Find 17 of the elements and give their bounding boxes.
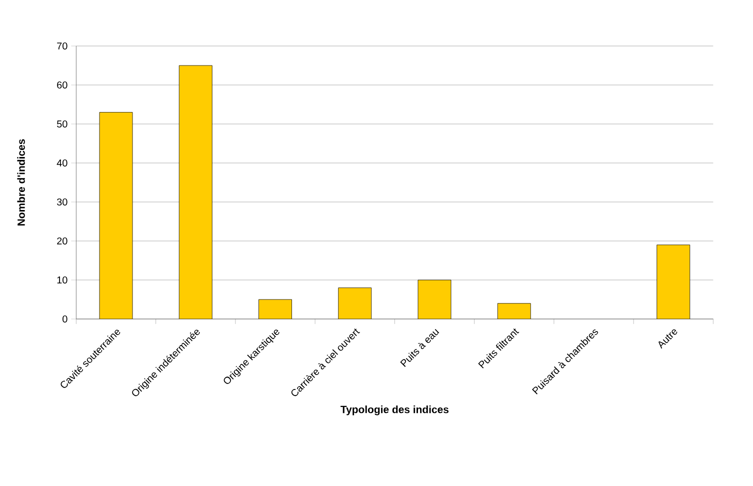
y-tick-label: 10	[57, 276, 68, 284]
bar	[418, 280, 452, 319]
y-axis-title: Nombre d'indices	[17, 139, 25, 226]
bar	[338, 288, 372, 319]
y-tick-label: 20	[57, 237, 68, 245]
bar	[497, 303, 531, 319]
bar	[258, 299, 292, 319]
x-axis-title: Typologie des indices	[340, 405, 449, 416]
y-tick-label: 50	[57, 120, 68, 128]
y-tick-label: 40	[56, 159, 68, 167]
y-tick-label: 30	[56, 198, 68, 206]
bar	[656, 244, 690, 319]
bar	[99, 112, 133, 319]
bar	[178, 65, 212, 319]
y-tick-label: 70	[57, 42, 68, 50]
y-tick-label: 0	[62, 315, 68, 323]
y-tick-label: 60	[57, 81, 68, 89]
